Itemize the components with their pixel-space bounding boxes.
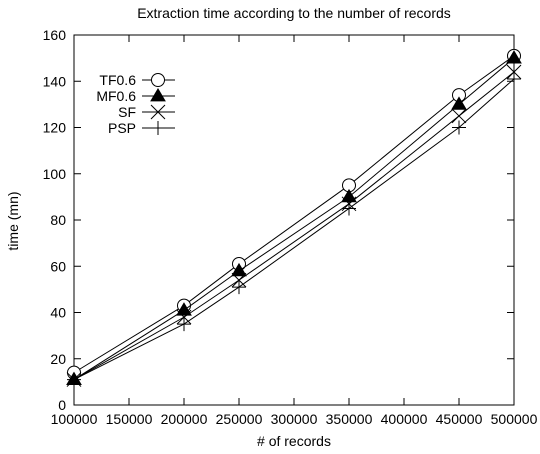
legend-marker-tf0-6 (151, 73, 165, 87)
x-tick-label: 250000 (216, 411, 263, 427)
legend-label-tf0-6: TF0.6 (99, 72, 136, 88)
data-point-mf0-6 (451, 96, 467, 110)
legend-marker-sf (150, 104, 166, 120)
data-point-sf (451, 108, 467, 124)
legend-marker-psp (151, 121, 165, 135)
x-tick-label: 100000 (51, 411, 98, 427)
legend-label-mf0-6: MF0.6 (96, 88, 136, 104)
x-axis-label: # of records (257, 433, 331, 449)
plot-frame (73, 34, 515, 406)
legend-marker-mf0-6 (150, 88, 166, 102)
plot-area: 0 20 40 60 80 100 120 140 160 100000 150000 200000 2… (43, 27, 538, 427)
series-line-psp (73, 78, 515, 381)
data-point-psp (177, 317, 191, 332)
y-tick-label: 160 (43, 27, 67, 43)
data-point-psp (342, 201, 356, 216)
series-line-tf0-6 (73, 55, 515, 374)
y-tick-label: 40 (50, 305, 66, 321)
y-tick-label: 140 (43, 73, 67, 89)
data-point-psp (452, 120, 466, 135)
x-tick-label: 450000 (436, 411, 483, 427)
data-point-psp (507, 71, 521, 86)
data-point-psp (232, 280, 246, 295)
legend-label-sf: SF (118, 104, 136, 120)
y-tick-label: 20 (50, 351, 66, 367)
y-tick-label: 60 (50, 258, 66, 274)
x-tick-label: 500000 (491, 411, 538, 427)
y-tick-label: 80 (50, 212, 66, 228)
data-point-mf0-6 (231, 262, 247, 277)
x-tick-label: 150000 (106, 411, 153, 427)
x-tick-label: 350000 (326, 411, 373, 427)
data-point-psp (67, 372, 81, 387)
x-tick-label: 400000 (381, 411, 428, 427)
x-tick-label: 200000 (161, 411, 208, 427)
y-tick-label: 120 (43, 120, 67, 136)
chart-title: Extraction time according to the number … (137, 5, 451, 21)
x-tick-label: 300000 (271, 411, 318, 427)
data-point-mf0-6 (176, 302, 192, 316)
y-axis-label: time (mn) (5, 191, 21, 250)
legend-label-psp: PSP (108, 120, 136, 136)
data-point-mf0-6 (506, 50, 522, 64)
y-tick-label: 100 (43, 166, 67, 182)
series-line-sf (73, 71, 515, 380)
y-tick-label: 0 (58, 397, 66, 413)
series-line-mf0-6 (73, 57, 515, 380)
